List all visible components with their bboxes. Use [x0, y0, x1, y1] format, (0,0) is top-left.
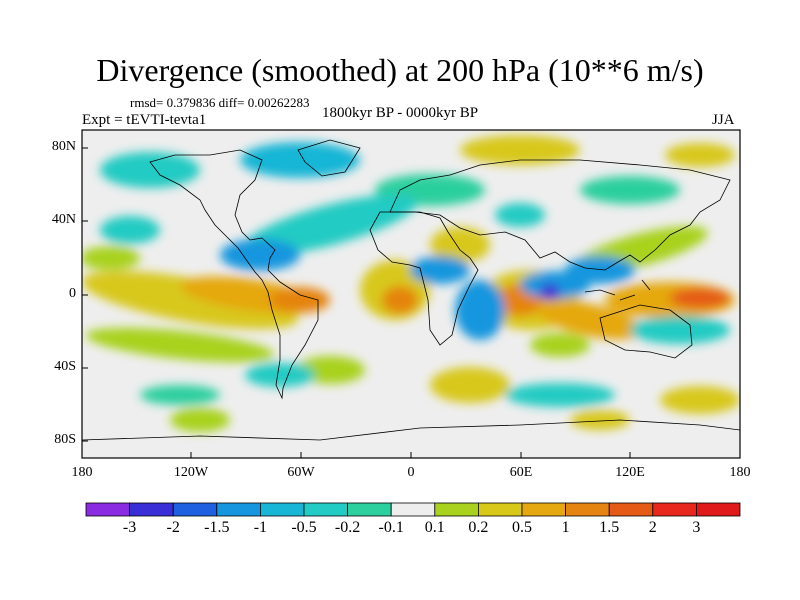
colorbar-box	[477, 502, 523, 517]
colorbar-box	[608, 502, 654, 517]
x-tick-label: 180	[729, 465, 751, 480]
field-blob	[85, 327, 275, 363]
colorbar-label: 0.2	[468, 519, 489, 536]
field-blob	[170, 408, 230, 432]
colorbar-box	[129, 502, 174, 517]
field-blob	[665, 143, 735, 167]
colorbar-label: -1	[253, 519, 268, 536]
field-blob	[565, 256, 635, 284]
field-blob	[220, 239, 300, 271]
field-blob	[245, 363, 315, 387]
field-blob	[630, 316, 730, 344]
colorbar-box	[347, 502, 392, 517]
plot-title: Divergence (smoothed) at 200 hPa (10**6 …	[96, 52, 704, 88]
field-blob	[536, 300, 644, 340]
colorbar-label: -1.5	[204, 519, 230, 536]
field-blob	[430, 367, 510, 403]
field-blob	[670, 288, 730, 308]
colorbar-label: -0.1	[378, 519, 404, 536]
colorbar-label: -0.5	[291, 519, 317, 536]
colorbar-box	[696, 502, 741, 517]
field-blob	[242, 194, 418, 256]
colorbar-label: 2	[648, 519, 657, 536]
field-blob	[460, 135, 580, 165]
field-blob	[410, 256, 470, 284]
x-tick-label: 120E	[615, 465, 645, 480]
field-blob	[240, 142, 360, 178]
colorbar-label: 0.1	[424, 519, 445, 536]
x-tick-label: 180	[71, 465, 93, 480]
colorbar-label: 3	[692, 519, 701, 536]
colorbar	[85, 502, 741, 517]
colorbar-box	[216, 502, 261, 517]
colorbar-label: 1.5	[599, 519, 620, 536]
colorbar-box	[390, 502, 436, 517]
field-blob	[430, 227, 490, 263]
x-tick-label: 0	[407, 465, 415, 480]
period-label: 1800kyr BP - 0000kyr BP	[322, 105, 479, 121]
colorbar-box	[172, 502, 218, 517]
field-blob	[270, 287, 330, 313]
colorbar-label: 1	[561, 519, 570, 536]
colorbar-label: -3	[122, 519, 137, 536]
field-blob	[382, 286, 418, 314]
greenland-coast	[297, 139, 361, 177]
field-blob	[100, 152, 200, 188]
field-blob	[660, 386, 740, 414]
indonesia-coast	[584, 279, 651, 301]
colorbar-label: -2	[166, 519, 180, 536]
field-blob	[505, 383, 615, 407]
colorbar-box	[303, 502, 348, 517]
y-tick-label: 80N	[51, 139, 76, 154]
tick-marks	[82, 147, 631, 458]
colorbar-box	[434, 502, 479, 517]
field-blob	[540, 284, 560, 300]
y-tick-label: 40N	[51, 212, 76, 227]
x-tick-label: 60E	[509, 465, 533, 480]
divergence-field	[82, 130, 740, 458]
field-blob	[82, 271, 299, 329]
colorbar-box	[259, 502, 305, 517]
field-blob	[530, 333, 590, 357]
field-blob	[140, 385, 220, 405]
colorbar-box	[565, 502, 610, 517]
field-blob	[455, 280, 505, 340]
x-tick-label: 60W	[287, 465, 315, 480]
eurasia-coast	[389, 159, 731, 271]
season-label: JJA	[712, 112, 735, 128]
y-tick-label: 40S	[54, 359, 76, 374]
y-tick-label: 80S	[54, 432, 76, 447]
x-tick-label: 120W	[173, 465, 209, 480]
field-blob	[570, 410, 630, 430]
field-blob	[82, 246, 140, 270]
australia-coast	[599, 304, 693, 359]
americas-coast	[149, 149, 319, 400]
colorbar-box	[521, 502, 566, 517]
experiment-label: Expt = tEVTI-tevta1	[82, 112, 207, 128]
colorbar-box	[652, 502, 697, 517]
rmsd-diff-stats: rmsd= 0.379836 diff= 0.00262283	[130, 95, 310, 110]
colorbar-label: -0.2	[334, 519, 361, 536]
colorbar-box	[85, 502, 130, 517]
field-blob	[100, 216, 160, 244]
field-blob	[580, 176, 680, 204]
colorbar-label: 0.5	[512, 519, 532, 536]
antarctica-coast	[82, 419, 740, 441]
coastlines	[82, 139, 740, 441]
africa-coast	[369, 211, 479, 346]
y-tick-label: 0	[69, 286, 76, 301]
field-blob	[495, 203, 545, 227]
